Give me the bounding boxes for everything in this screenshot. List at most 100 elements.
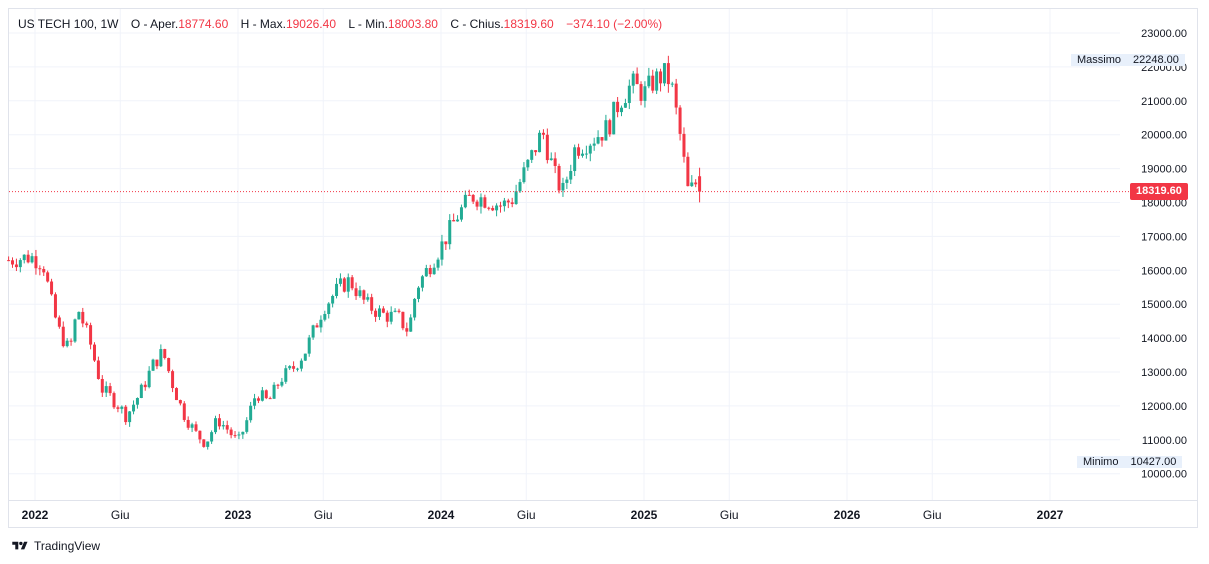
- candle: [545, 128, 549, 164]
- candle: [11, 257, 15, 268]
- candle: [538, 130, 542, 153]
- change-value: −374.10 (−2.00%): [566, 17, 663, 31]
- x-tick-label: Giu: [517, 508, 536, 522]
- candle: [366, 293, 370, 302]
- candle: [42, 266, 46, 276]
- y-tick-label: 12000.00: [1141, 401, 1187, 413]
- candle: [100, 375, 104, 398]
- candle: [81, 307, 85, 328]
- open-value: 18774.60: [178, 17, 229, 31]
- last-price-badge: 18319.60: [1130, 182, 1188, 200]
- candle: [674, 78, 678, 115]
- candle: [456, 215, 460, 222]
- candle: [159, 344, 163, 368]
- candle: [303, 353, 307, 361]
- candle: [694, 179, 698, 188]
- candle: [397, 308, 401, 314]
- candle: [522, 162, 526, 184]
- candle: [319, 315, 323, 333]
- candle: [377, 305, 381, 321]
- x-tick-label: Giu: [314, 508, 333, 522]
- candle: [573, 144, 577, 177]
- candle: [217, 413, 221, 430]
- footer-brand: TradingView: [34, 539, 101, 553]
- candle: [381, 306, 385, 314]
- candle: [620, 105, 624, 117]
- candle: [26, 250, 30, 264]
- candle: [7, 256, 11, 262]
- candle: [260, 387, 264, 402]
- candle: [557, 163, 561, 194]
- candle: [96, 356, 100, 380]
- candle: [639, 81, 643, 106]
- candle: [171, 369, 175, 393]
- y-tick-label: 23000.00: [1141, 28, 1187, 40]
- candle: [256, 396, 260, 404]
- x-tick-label: 2026: [834, 508, 861, 522]
- candle: [354, 282, 358, 300]
- candle: [471, 194, 475, 205]
- candle: [315, 323, 319, 328]
- time-axis[interactable]: 2022 Giu 2023 Giu 2024 Giu 2025 Giu 2026 Giu 2027: [22, 508, 1064, 522]
- candle: [549, 152, 553, 161]
- candle: [167, 357, 171, 374]
- x-tick-label: 2025: [631, 508, 658, 522]
- y-tick-label: 17000.00: [1141, 231, 1187, 243]
- candle: [569, 164, 573, 185]
- candle: [623, 98, 627, 108]
- max-badge: Massimo 22248.00: [1071, 52, 1185, 68]
- candle: [327, 302, 331, 319]
- price-axis[interactable]: 23000.0022000.0021000.0020000.0019000.00…: [1141, 28, 1187, 481]
- candle: [405, 322, 409, 337]
- max-value: 22248.00: [1127, 54, 1185, 66]
- candle: [147, 366, 151, 389]
- candle: [584, 145, 588, 159]
- candle: [666, 55, 670, 93]
- candle: [241, 431, 245, 439]
- candle: [452, 213, 456, 222]
- candle: [627, 79, 631, 110]
- candle: [295, 367, 299, 372]
- candle: [518, 178, 522, 193]
- tradingview-logo[interactable]: TradingView: [10, 539, 100, 553]
- ohlc-legend: US TECH 100, 1W O - Aper.18774.60 H - Ma…: [18, 17, 662, 31]
- candle: [526, 159, 530, 171]
- candle: [417, 286, 421, 303]
- candle: [682, 127, 686, 163]
- candle: [331, 294, 335, 308]
- candle: [30, 252, 34, 264]
- candle: [686, 152, 690, 187]
- candle: [475, 199, 479, 211]
- x-tick-label: 2022: [22, 508, 49, 522]
- candle: [459, 204, 463, 222]
- candle: [393, 308, 397, 313]
- candle: [479, 193, 483, 214]
- min-badge: Minimo 10427.00: [1077, 454, 1183, 470]
- candle: [194, 421, 198, 432]
- candle: [65, 338, 69, 348]
- candle: [510, 197, 514, 208]
- candle: [588, 143, 592, 162]
- y-tick-label: 21000.00: [1141, 96, 1187, 108]
- candle: [514, 184, 518, 205]
- candle: [401, 311, 405, 331]
- candle: [128, 410, 132, 427]
- candle: [631, 70, 635, 94]
- candle: [448, 214, 452, 250]
- candle: [249, 401, 253, 423]
- candle: [534, 150, 538, 156]
- candle: [210, 430, 214, 444]
- y-tick-label: 16000.00: [1141, 265, 1187, 277]
- candle: [174, 387, 178, 401]
- candle: [178, 399, 182, 406]
- candle: [186, 416, 190, 430]
- candle: [135, 397, 139, 409]
- symbol-title: US TECH 100, 1W: [18, 17, 119, 31]
- candle: [577, 143, 581, 159]
- y-tick-label: 10000.00: [1141, 469, 1187, 481]
- candle: [362, 289, 366, 305]
- candle: [292, 361, 296, 372]
- candle: [61, 321, 65, 348]
- x-tick-label: 2024: [428, 508, 455, 522]
